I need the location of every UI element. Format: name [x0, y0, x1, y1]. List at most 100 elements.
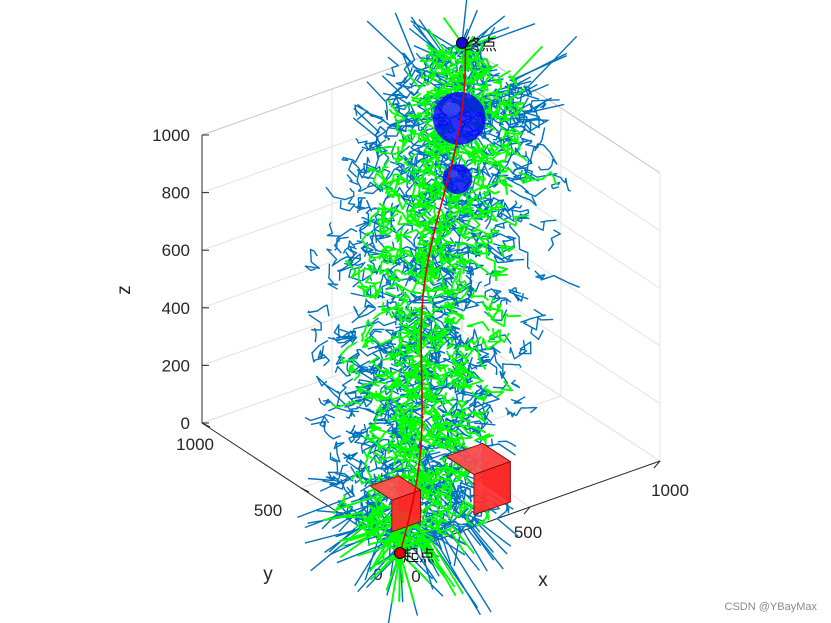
tree-b-branch	[501, 214, 529, 227]
tree-a-branch	[520, 124, 536, 136]
tree-a-branch	[447, 485, 464, 501]
tree-a-branch	[326, 221, 358, 237]
tree-a-branch	[524, 83, 549, 97]
tree-a-branch	[455, 391, 466, 414]
tree-a-branch	[493, 255, 514, 264]
tree-a-branch	[318, 397, 360, 413]
tree-a-branch	[368, 329, 394, 346]
tree-a-branch	[381, 75, 423, 100]
tree-a-branch	[337, 251, 354, 273]
tree-b-branch	[456, 344, 487, 370]
tree-a-branch	[505, 406, 538, 417]
tree-b-branch	[421, 288, 456, 300]
tree-b-branch	[411, 185, 436, 200]
tree-b-branch	[435, 213, 452, 239]
tree-a-branch	[424, 520, 481, 616]
tree-a-branch	[471, 421, 489, 433]
tree-a-branch	[389, 157, 413, 174]
tree-a-branch	[510, 396, 526, 404]
x-tick-mark	[523, 506, 531, 515]
tree-b-branch	[387, 282, 434, 304]
y-tick-label: 500	[254, 501, 282, 520]
tree-a-branch	[529, 219, 557, 231]
tree-b-branch	[398, 326, 426, 345]
tree-a-branch	[478, 401, 494, 416]
tree-a-branch	[354, 198, 366, 214]
tree-b-branch	[365, 435, 390, 452]
sphere-obstacle	[442, 164, 473, 194]
tree-a-branch	[530, 326, 544, 341]
tree-b-branch	[491, 81, 510, 95]
tree-a-branch	[548, 172, 572, 192]
tree-b-branch	[455, 399, 467, 427]
tree-a-branch	[365, 399, 387, 417]
tree-b-branch	[497, 174, 513, 188]
tree-a-branch	[351, 308, 376, 324]
tree-b-branch	[430, 427, 463, 442]
tree-b-branch	[500, 126, 524, 135]
tree-a-branch	[355, 138, 368, 144]
x-tick-label: 500	[514, 523, 542, 542]
tree-a-branch	[516, 183, 547, 198]
tree-a-branch	[334, 360, 354, 377]
x-tick-label: 0	[411, 567, 420, 586]
tree-a-branch	[353, 107, 390, 166]
tree-b-branch	[482, 143, 510, 169]
y-axis-label: y	[263, 564, 273, 585]
tree-a-branch	[506, 411, 516, 418]
tree-a-branch	[426, 370, 438, 380]
tree-b-branch	[388, 108, 407, 123]
tree-a-branch	[377, 299, 389, 316]
tree-b-branch	[420, 201, 431, 221]
tree-a-branch	[321, 502, 354, 530]
tree-b-branch	[356, 381, 382, 399]
tree-a-branch	[350, 406, 371, 411]
tree-b-branch	[477, 395, 487, 402]
tree-b-branch	[422, 405, 443, 420]
tree-a-branch	[497, 135, 514, 163]
tree-b-branch	[513, 102, 526, 117]
tree-a-branch	[476, 144, 495, 157]
tree-b-branch	[458, 410, 489, 424]
tree-b-branch	[413, 305, 434, 316]
tree-b-branch	[427, 172, 444, 181]
tree-b-branch	[388, 302, 401, 319]
tree-b-branch	[364, 263, 382, 285]
tree-b-branch	[423, 149, 434, 161]
tree-a-branch	[357, 156, 371, 179]
tree-b-branch	[474, 433, 494, 450]
tree-a-branch	[525, 145, 535, 165]
tree-b-branch	[430, 57, 439, 66]
tree-b-branch	[470, 63, 499, 82]
tree-b-branch	[488, 297, 503, 319]
tree-a-branch	[442, 237, 457, 252]
tree-a-branch	[331, 441, 345, 463]
tree-b-branch	[357, 266, 369, 293]
cube-obstacle-face	[445, 442, 512, 475]
tree-a-branch	[356, 103, 385, 125]
tree-b-branch	[347, 359, 361, 382]
tree-b-branch	[401, 131, 417, 150]
tree-b-branch	[367, 159, 390, 174]
tree-a-branch	[347, 245, 364, 266]
tree-b-branch	[374, 145, 406, 155]
tree-a-branch	[339, 197, 356, 212]
tree-b-branch	[408, 264, 423, 279]
tree-b-branch	[476, 207, 498, 223]
tree-a-branch	[341, 148, 364, 163]
tree-a-branch	[326, 248, 362, 267]
sphere-obstacle	[432, 91, 486, 145]
tree-b-branch	[423, 186, 434, 209]
tree-b-branch	[449, 148, 459, 165]
tree-b-branch	[430, 229, 445, 255]
tree-b-branch	[386, 439, 411, 477]
tree-b-branch	[398, 410, 414, 431]
tree-b-branch	[462, 214, 486, 237]
tree-a-branch	[366, 81, 388, 121]
tree-a-branch	[502, 363, 522, 378]
tree-a-branch	[504, 76, 531, 92]
tree-a-branch	[540, 100, 547, 109]
tree-b-branch	[442, 469, 461, 489]
tree-b-branch	[430, 135, 455, 148]
tree-b-branch	[388, 206, 410, 225]
